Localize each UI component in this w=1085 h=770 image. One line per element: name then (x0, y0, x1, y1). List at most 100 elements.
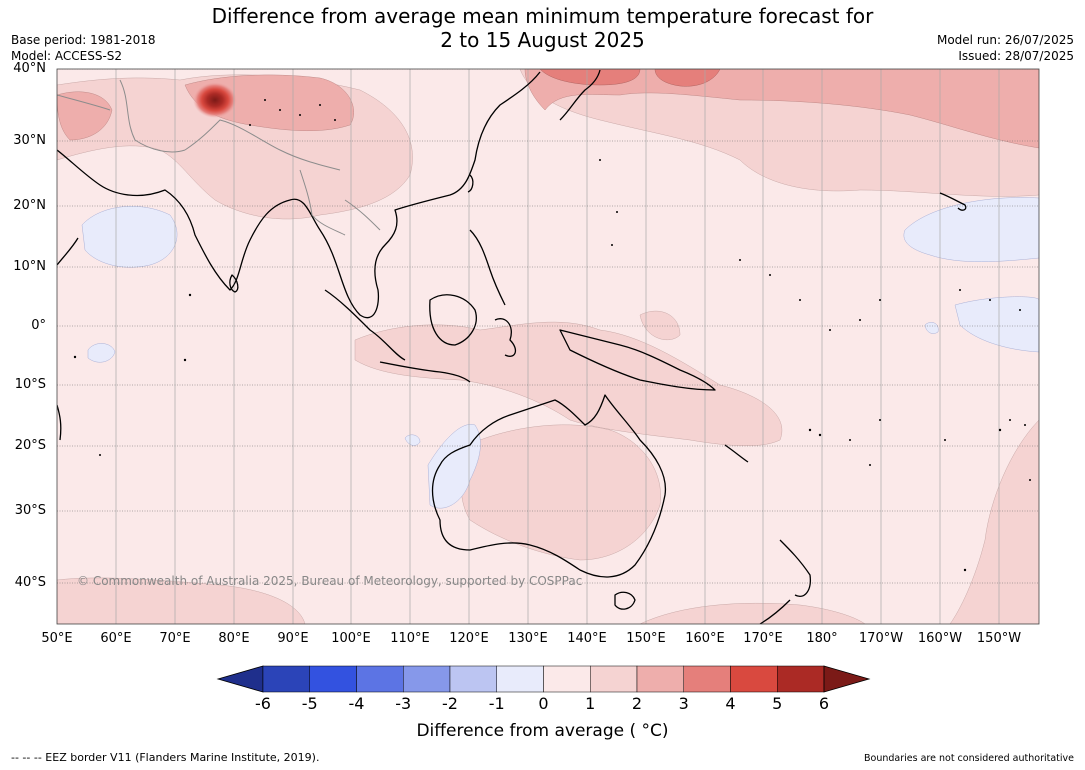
lon-label-130e: 130°E (508, 631, 548, 646)
lat-label-10s: 10°S (14, 377, 46, 392)
lat-label-20s: 20°S (14, 438, 46, 453)
colorbar-segment (496, 665, 544, 693)
lon-label-90e: 90°E (277, 631, 309, 646)
country-borders (57, 79, 381, 236)
lon-label-180: 180° (806, 631, 838, 646)
colorbar-tick-label: 3 (678, 694, 689, 713)
colorbar-extend-low (216, 665, 264, 693)
base-period: Base period: 1981-2018 (11, 33, 156, 47)
anomaly-zone-pac-cool-small (924, 322, 939, 334)
lon-label-160w: 160°W (917, 631, 963, 646)
colorbar-tick-label: -1 (488, 694, 505, 713)
colorbar-tick-label: 1 (585, 694, 596, 713)
coastlines (57, 69, 967, 624)
coast-new-caledonia (724, 444, 749, 463)
colorbar (216, 665, 871, 693)
lon-label-70e: 70°E (159, 631, 191, 646)
anomaly-zone-pacific-hot (539, 69, 641, 86)
lon-label-60e: 60°E (100, 631, 132, 646)
lon-label-120e: 120°E (449, 631, 489, 646)
model-run: Model run: 26/07/2025 (936, 33, 1074, 47)
anomaly-zone-japan-warm (524, 69, 1039, 149)
lon-label-160e: 160°E (685, 631, 725, 646)
coast-new-zealand-north (779, 539, 811, 597)
anomaly-zone-arabian-sea-cool (81, 206, 178, 268)
coast-arabia-india-asia (57, 71, 541, 319)
coast-sri-lanka (229, 274, 239, 293)
colorbar-segment (403, 665, 451, 693)
coast-philippines (469, 229, 506, 306)
colorbar-tick-label: -4 (348, 694, 365, 713)
colorbar-segment (683, 665, 731, 693)
lon-label-80e: 80°E (218, 631, 250, 646)
footer-eez-note: -- -- -- EEZ border V11 (Flanders Marine… (11, 751, 320, 764)
colorbar-tick-label: 2 (631, 694, 643, 713)
colorbar-tick-label: -6 (255, 694, 271, 713)
map-frame (56, 68, 1040, 625)
anomaly-zone-eq-pacific-cool (954, 296, 1039, 353)
lon-label-170e: 170°E (743, 631, 783, 646)
colorbar-tick-label: 5 (772, 694, 783, 713)
meta-left: Base period: 1981-2018 Model: ACCESS-S2 (11, 32, 156, 64)
coast-hawaii (939, 192, 967, 211)
title-line-2: 2 to 15 August 2025 (440, 28, 645, 52)
map-title: Difference from average mean minimum tem… (0, 4, 1085, 52)
anomaly-zone-tasman (639, 602, 866, 624)
coast-taiwan (467, 174, 474, 193)
coast-madagascar (57, 404, 62, 441)
islands (73, 99, 1031, 572)
issued-date: Issued: 28/07/2025 (958, 49, 1074, 63)
anomaly-zone-pngsmall (639, 310, 681, 341)
colorbar-segment (636, 665, 684, 693)
colorbar-segment (309, 665, 357, 693)
colorbar-segment (449, 665, 497, 693)
coast-sumatra (324, 289, 406, 361)
colorbar-segment (356, 665, 404, 693)
lat-label-30n: 30°N (13, 133, 46, 148)
lat-gridlines (57, 69, 1039, 584)
colorbar-segment (777, 665, 825, 693)
meta-right: Model run: 26/07/2025 Issued: 28/07/2025 (937, 32, 1074, 64)
anomaly-zone-pacific-hot-2 (654, 69, 721, 87)
lon-gridlines (115, 69, 1000, 624)
colorbar-segment (590, 665, 638, 693)
coast-java (379, 361, 471, 383)
title-line-1: Difference from average mean minimum tem… (211, 4, 874, 28)
lon-label-150w: 150°W (976, 631, 1022, 646)
lat-label-20n: 20°N (13, 198, 46, 213)
coast-sulawesi (494, 318, 517, 357)
colorbar-tick-label: 0 (538, 694, 549, 713)
coast-tasmania (614, 591, 636, 610)
anomaly-zone-southwest (57, 577, 306, 624)
anomaly-zone-io-cool (87, 343, 116, 363)
lon-label-170w: 170°W (858, 631, 904, 646)
model-name: Model: ACCESS-S2 (11, 49, 123, 63)
lat-label-10n: 10°N (13, 259, 46, 274)
coast-japan (559, 69, 601, 121)
copyright-text: © Commonwealth of Australia 2025, Bureau… (77, 574, 583, 588)
colorbar-segment (262, 665, 310, 693)
colorbar-tick-label: -5 (301, 694, 318, 713)
colorbar-segment (543, 665, 591, 693)
colorbar-tick-label: -2 (442, 694, 458, 713)
lon-label-50e: 50°E (41, 631, 73, 646)
lon-label-110e: 110°E (390, 631, 430, 646)
coast-new-guinea (559, 329, 716, 391)
coast-australia (431, 394, 667, 578)
anomaly-zone-south-pacific (949, 419, 1039, 624)
colorbar-tick-label: 4 (725, 694, 736, 713)
colorbar-label: Difference from average ( °C) (416, 721, 669, 741)
lat-label-30s: 30°S (14, 503, 46, 518)
colorbar-tick-label: 6 (818, 694, 830, 713)
coast-borneo (429, 294, 477, 346)
anomaly-hotspot (193, 82, 237, 118)
lon-label-140e: 140°E (567, 631, 607, 646)
anomaly-zone-caspian-warm (57, 91, 113, 141)
coast-new-zealand-south (759, 599, 791, 624)
lat-label-40s: 40°S (14, 575, 46, 590)
lon-label-150e: 150°E (626, 631, 666, 646)
footer-disclaimer: Boundaries are not considered authoritat… (864, 753, 1074, 764)
colorbar-tick-label: -3 (395, 694, 412, 713)
colorbar-segment (730, 665, 778, 693)
